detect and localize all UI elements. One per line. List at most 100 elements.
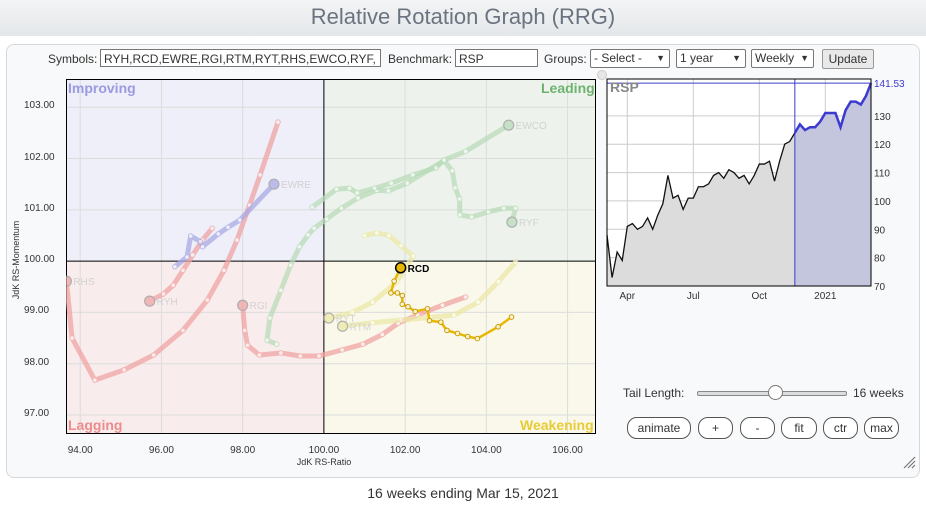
benchmark-chart-title: RSP: [610, 79, 639, 95]
series-head[interactable]: [66, 275, 73, 287]
groups-label: Groups:: [544, 52, 587, 66]
series-head[interactable]: [503, 119, 515, 131]
tail-point: [256, 352, 263, 358]
y-tick-label: 110: [874, 169, 890, 180]
tail-point: [373, 230, 380, 236]
tail-point: [346, 185, 353, 192]
tail-point: [339, 347, 345, 353]
series-rcd[interactable]: RCD: [388, 262, 515, 342]
symbols-label: Symbols:: [48, 52, 98, 66]
tail-point: [278, 287, 284, 294]
tail-point: [495, 323, 501, 330]
tail-point: [278, 350, 284, 356]
zoom-in-button[interactable]: +: [698, 417, 733, 439]
tail-point: [412, 308, 419, 315]
tail-point: [264, 337, 270, 343]
center-button[interactable]: ctr: [823, 417, 858, 439]
splitter-handle[interactable]: [597, 70, 607, 80]
update-button[interactable]: Update: [822, 49, 874, 69]
series-label: RHS: [73, 277, 94, 288]
tail-point: [199, 243, 206, 250]
tail-point: [160, 291, 167, 297]
quadrant-label-lagging: Lagging: [68, 417, 123, 433]
tail-point: [438, 319, 444, 325]
series-head[interactable]: [323, 312, 335, 324]
series-rhs[interactable]: RHS: [66, 119, 281, 383]
y-tick-label: 80: [874, 254, 886, 265]
tail-point: [439, 302, 446, 309]
series-label: EWCO: [516, 121, 547, 132]
tail-point: [69, 335, 75, 341]
tail-point: [209, 225, 216, 232]
chevron-down-icon: ▼: [800, 53, 809, 63]
series-head[interactable]: [336, 320, 349, 332]
tail-point: [426, 317, 433, 324]
tail-point: [468, 214, 475, 220]
groups-select-value: - Select -: [594, 51, 643, 65]
tail-point: [399, 301, 406, 308]
tail-point: [305, 232, 311, 238]
tail-point: [399, 292, 406, 299]
tail-length-slider-handle[interactable]: [768, 385, 784, 400]
series-head[interactable]: [268, 178, 280, 190]
benchmark-input[interactable]: RSP: [455, 49, 538, 67]
y-tick-label: 99.00: [24, 305, 50, 317]
x-tick-label: Jul: [687, 291, 700, 302]
fit-button[interactable]: fit: [781, 417, 817, 439]
chart-border: [606, 78, 872, 287]
animate-button[interactable]: animate: [627, 417, 691, 439]
tail-point: [323, 216, 330, 222]
frequency-select-value: Weekly: [755, 51, 795, 65]
tail-point: [237, 217, 243, 223]
tail-point: [273, 341, 280, 348]
tail-point: [121, 367, 127, 373]
max-button[interactable]: max: [864, 417, 899, 439]
series-head[interactable]: [144, 295, 156, 307]
series-label: RYH: [157, 297, 178, 308]
series-head[interactable]: [506, 216, 518, 228]
y-tick-label: 120: [874, 140, 891, 151]
y-tick-label: 103.00: [24, 100, 55, 112]
frequency-select[interactable]: Weekly ▼: [751, 49, 814, 68]
tail-point: [398, 242, 404, 249]
tail-point: [369, 299, 376, 305]
series-head[interactable]: [394, 262, 407, 274]
quadrant-lagging: [66, 261, 324, 434]
tail-point: [388, 180, 395, 186]
series-tail: [340, 259, 519, 329]
tail-point: [244, 342, 251, 349]
series-ryt[interactable]: RYT: [323, 230, 417, 325]
series-rgi[interactable]: RGI: [237, 294, 469, 359]
x-tick-label: 106.00: [552, 445, 583, 456]
tail-point: [189, 252, 196, 258]
y-tick-label: 100: [874, 197, 891, 208]
tail-point: [512, 259, 519, 265]
y-axis-title: JdK RS-Momentum: [11, 220, 21, 300]
resize-grip-icon[interactable]: [902, 455, 916, 469]
benchmark-price-chart: 70 80 90 100 110 120 130 Apr Jul Oct 2021 141.53: [606, 78, 905, 302]
series-ewre[interactable]: EWRE: [172, 178, 312, 270]
tail-point: [92, 377, 98, 383]
zoom-out-button[interactable]: -: [740, 417, 775, 439]
tail-point: [424, 306, 431, 312]
tail-point: [184, 254, 190, 260]
tail-point: [495, 278, 502, 285]
tail-point: [349, 309, 356, 316]
tail-point: [187, 233, 194, 239]
date-range-caption: 16 weeks ending Mar 15, 2021: [367, 485, 559, 501]
series-label: RYF: [519, 218, 539, 229]
quadrant-weakening: [323, 261, 596, 434]
groups-select[interactable]: - Select - ▼: [590, 49, 670, 68]
series-ewco[interactable]: EWCO: [309, 119, 547, 211]
y-tick-label: 130: [874, 112, 891, 123]
period-select[interactable]: 1 year ▼: [676, 49, 746, 68]
quadrant-improving: [66, 79, 324, 262]
symbols-input[interactable]: RYH,RCD,EWRE,RGI,RTM,RYT,RHS,EWCO,RYF,: [100, 49, 381, 67]
series-label: RYT: [336, 314, 356, 325]
tail-point: [462, 294, 469, 300]
x-tick-label: 102.00: [389, 445, 421, 456]
chevron-down-icon: ▼: [732, 53, 741, 63]
title-bar: [0, 0, 926, 36]
series-head[interactable]: [237, 299, 249, 311]
